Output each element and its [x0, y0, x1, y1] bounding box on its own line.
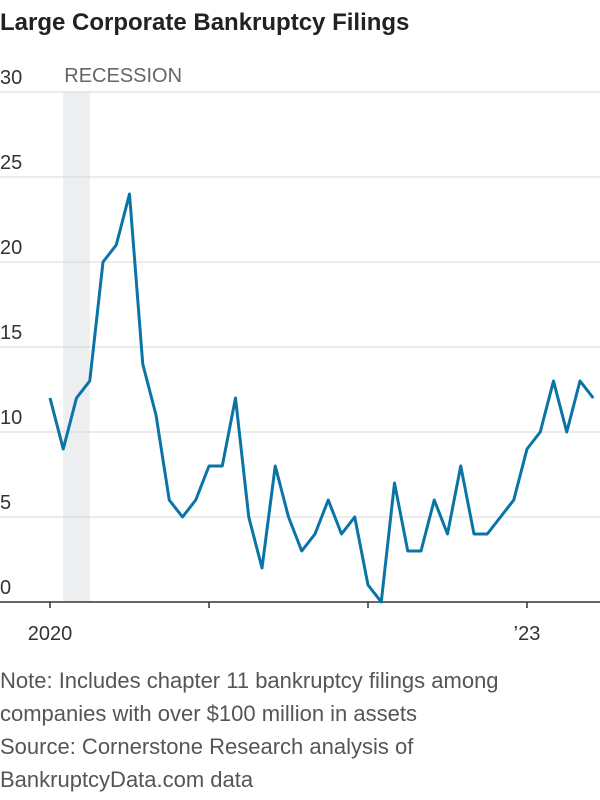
- y-tick-label: 15: [0, 322, 22, 344]
- x-tick-label: ’23: [514, 623, 541, 645]
- y-tick-label: 20: [0, 237, 22, 259]
- data-line: [48, 192, 595, 604]
- notes: Note: Includes chapter 11 bankruptcy fil…: [0, 664, 600, 796]
- x-tick-label: 2020: [28, 623, 73, 645]
- chart: Large Corporate Bankruptcy Filings RECES…: [0, 9, 600, 645]
- chart-title: Large Corporate Bankruptcy Filings: [0, 9, 409, 36]
- recession-label: RECESSION: [64, 65, 182, 87]
- y-tick-label: 30: [0, 67, 22, 89]
- y-tick-label: 25: [0, 152, 22, 174]
- y-tick-label: 5: [0, 492, 11, 514]
- y-tick-label: 0: [0, 577, 11, 599]
- source: Source: Cornerstone Research analysis of…: [0, 734, 414, 792]
- note: Note: Includes chapter 11 bankruptcy fil…: [0, 668, 499, 726]
- y-tick-label: 10: [0, 407, 22, 429]
